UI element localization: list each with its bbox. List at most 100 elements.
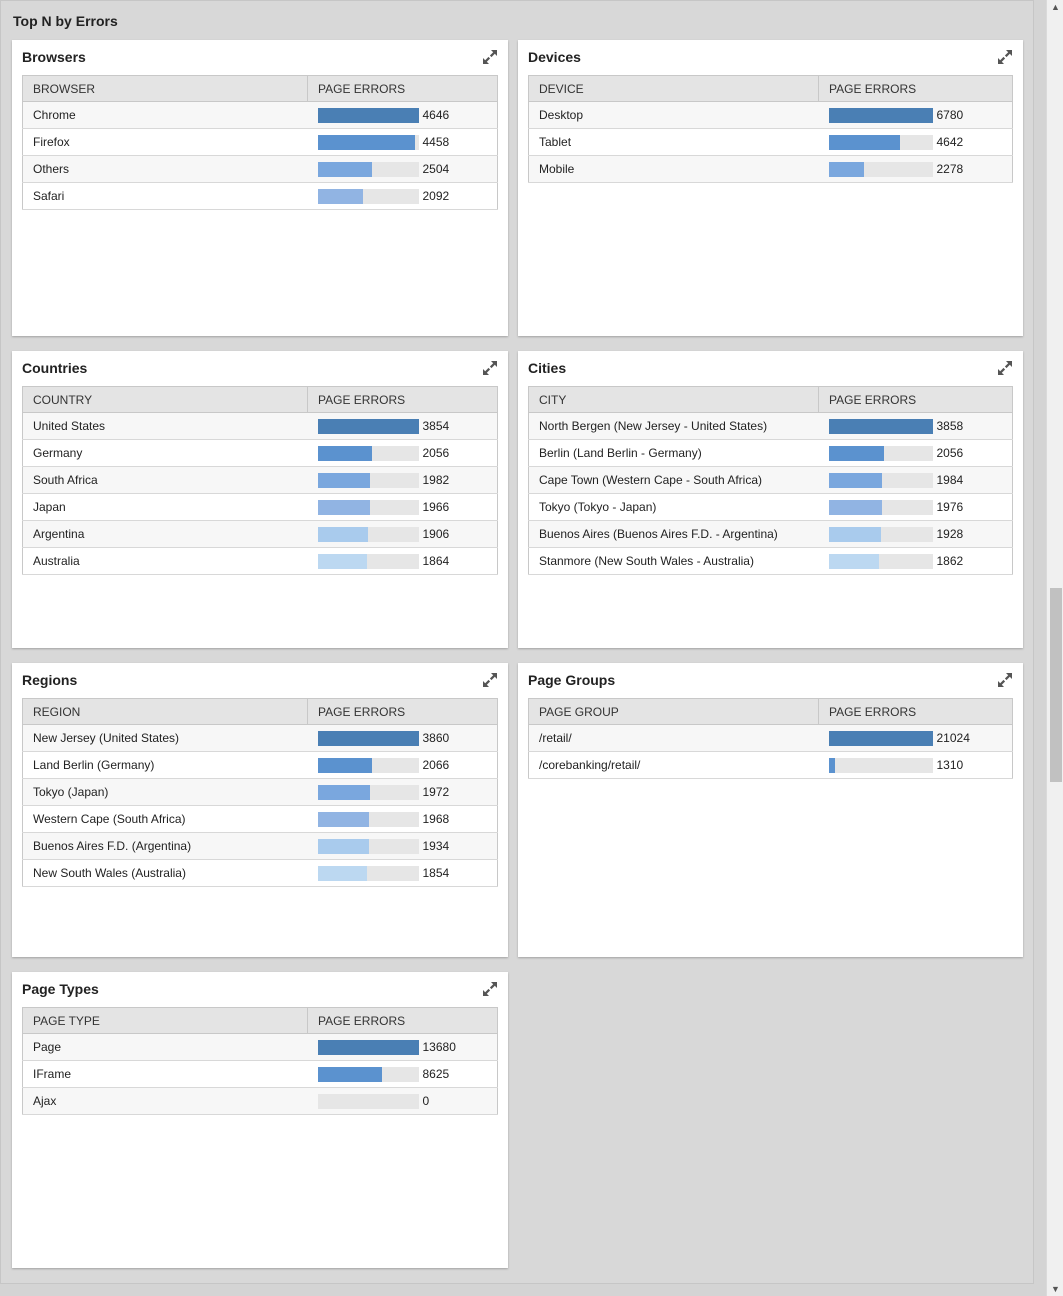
expand-icon[interactable] [997,49,1013,65]
scroll-up-arrow-icon[interactable]: ▲ [1051,2,1060,12]
table-row[interactable]: Mobile 2278 [528,155,1013,183]
row-label[interactable]: Ajax [22,1087,308,1115]
table-row[interactable]: /corebanking/retail/1310 [528,751,1013,779]
column-header-page-errors[interactable]: PAGE ERRORS [307,1007,498,1034]
row-label[interactable]: Argentina [22,520,308,548]
column-header-page-errors[interactable]: PAGE ERRORS [307,386,498,413]
table-row[interactable]: Japan 1966 [22,493,498,521]
row-label[interactable]: Japan [22,493,308,521]
error-count: 2056 [422,446,450,460]
row-label[interactable]: IFrame [22,1060,308,1088]
row-label[interactable]: Germany [22,439,308,467]
row-label[interactable]: Land Berlin (Germany) [22,751,308,779]
table-row[interactable]: Ajax 0 [22,1087,498,1115]
error-bar-track [828,107,933,123]
expand-icon[interactable] [482,981,498,997]
table-row[interactable]: United States 3854 [22,412,498,440]
table-row[interactable]: New South Wales (Australia) 1854 [22,859,498,887]
column-header[interactable]: REGION [22,698,308,725]
error-count: 1864 [422,554,450,568]
top-n-table: PAGE TYPE PAGE ERRORS Page 13680 IFrame 8625 A… [22,1007,498,1115]
table-row[interactable]: Tokyo (Tokyo - Japan) 1976 [528,493,1013,521]
row-label[interactable]: Safari [22,182,308,210]
row-label[interactable]: Tablet [528,128,819,156]
error-bar-track [317,107,419,123]
row-label[interactable]: North Bergen (New Jersey - United States… [528,412,819,440]
error-bar [317,784,370,800]
column-header-page-errors[interactable]: PAGE ERRORS [307,698,498,725]
table-row[interactable]: Buenos Aires F.D. (Argentina) 1934 [22,832,498,860]
top-n-table: BROWSER PAGE ERRORS Chrome 4646 Firefox 4458 O… [22,75,498,210]
expand-icon[interactable] [482,49,498,65]
table-row[interactable]: New Jersey (United States) 3860 [22,724,498,752]
table-row[interactable]: /retail/21024 [528,724,1013,752]
table-row[interactable]: Buenos Aires (Buenos Aires F.D. - Argent… [528,520,1013,548]
scrollbar-thumb[interactable] [1050,588,1062,782]
row-label[interactable]: /retail/ [528,724,819,752]
error-bar-track [828,757,933,773]
row-label[interactable]: Cape Town (Western Cape - South Africa) [528,466,819,494]
table-row[interactable]: Land Berlin (Germany) 2066 [22,751,498,779]
row-label[interactable]: Buenos Aires F.D. (Argentina) [22,832,308,860]
error-count: 2278 [936,162,964,176]
row-label[interactable]: Firefox [22,128,308,156]
column-header[interactable]: DEVICE [528,75,819,102]
row-label[interactable]: Desktop [528,101,819,129]
row-label[interactable]: Page [22,1033,308,1061]
expand-icon[interactable] [482,360,498,376]
row-label[interactable]: Stanmore (New South Wales - Australia) [528,547,819,575]
column-header-page-errors[interactable]: PAGE ERRORS [818,698,1013,725]
column-header-page-errors[interactable]: PAGE ERRORS [307,75,498,102]
table-row[interactable]: Others 2504 [22,155,498,183]
table-row[interactable]: Cape Town (Western Cape - South Africa) 1… [528,466,1013,494]
table-row[interactable]: North Bergen (New Jersey - United States… [528,412,1013,440]
error-bar-track [317,865,419,881]
widget-cities: Cities CITY PAGE ERRORS North Bergen (New J… [518,351,1023,648]
error-bar-track [317,838,419,854]
column-header[interactable]: BROWSER [22,75,308,102]
page-title: Top N by Errors [13,13,118,29]
row-label[interactable]: Berlin (Land Berlin - Germany) [528,439,819,467]
expand-icon[interactable] [997,672,1013,688]
table-row[interactable]: Australia 1864 [22,547,498,575]
row-label[interactable]: South Africa [22,466,308,494]
table-row[interactable]: Tokyo (Japan) 1972 [22,778,498,806]
row-label[interactable]: Chrome [22,101,308,129]
column-header[interactable]: PAGE GROUP [528,698,819,725]
row-label[interactable]: New Jersey (United States) [22,724,308,752]
column-header-page-errors[interactable]: PAGE ERRORS [818,75,1013,102]
vertical-scrollbar[interactable]: ▲ ▼ [1046,0,1063,1296]
error-bar [828,499,882,515]
table-row[interactable]: Stanmore (New South Wales - Australia) 18… [528,547,1013,575]
table-row[interactable]: Western Cape (South Africa) 1968 [22,805,498,833]
scroll-down-arrow-icon[interactable]: ▼ [1051,1284,1060,1294]
table-row[interactable]: Safari 2092 [22,182,498,210]
table-row[interactable]: Argentina 1906 [22,520,498,548]
row-label[interactable]: Tokyo (Japan) [22,778,308,806]
table-row[interactable]: Germany 2056 [22,439,498,467]
table-row[interactable]: Page 13680 [22,1033,498,1061]
row-label[interactable]: United States [22,412,308,440]
row-label[interactable]: Mobile [528,155,819,183]
column-header[interactable]: PAGE TYPE [22,1007,308,1034]
column-header[interactable]: CITY [528,386,819,413]
table-row[interactable]: Desktop 6780 [528,101,1013,129]
row-label[interactable]: New South Wales (Australia) [22,859,308,887]
table-row[interactable]: South Africa 1982 [22,466,498,494]
row-label[interactable]: Australia [22,547,308,575]
expand-icon[interactable] [482,672,498,688]
row-label[interactable]: Buenos Aires (Buenos Aires F.D. - Argent… [528,520,819,548]
table-row[interactable]: IFrame 8625 [22,1060,498,1088]
table-row[interactable]: Chrome 4646 [22,101,498,129]
column-header[interactable]: COUNTRY [22,386,308,413]
row-label[interactable]: Others [22,155,308,183]
expand-icon[interactable] [997,360,1013,376]
row-label[interactable]: Tokyo (Tokyo - Japan) [528,493,819,521]
row-label[interactable]: /corebanking/retail/ [528,751,819,779]
column-header-page-errors[interactable]: PAGE ERRORS [818,386,1013,413]
error-bar-track [317,730,419,746]
table-row[interactable]: Firefox 4458 [22,128,498,156]
table-row[interactable]: Berlin (Land Berlin - Germany) 2056 [528,439,1013,467]
row-label[interactable]: Western Cape (South Africa) [22,805,308,833]
table-row[interactable]: Tablet 4642 [528,128,1013,156]
